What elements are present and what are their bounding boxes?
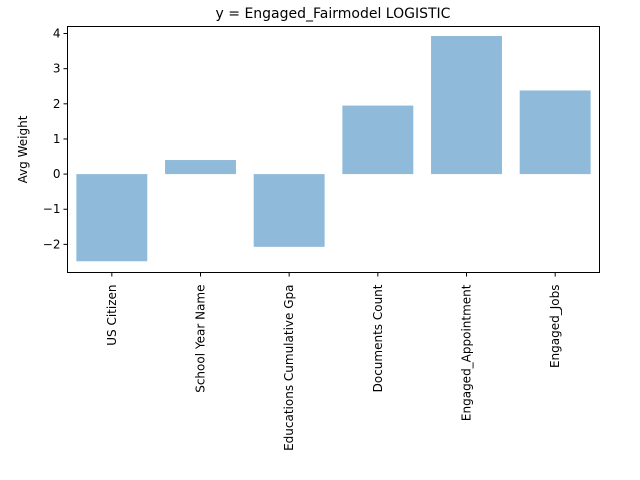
chart-title: y = Engaged_Fairmodel LOGISTIC bbox=[216, 6, 451, 22]
y-tick-label-2: 0 bbox=[53, 167, 61, 181]
bar-1 bbox=[165, 160, 236, 175]
y-axis-label: Avg Weight bbox=[16, 115, 30, 183]
x-tick-label-2: Educations Cumulative Gpa bbox=[282, 285, 296, 451]
bar-0 bbox=[76, 174, 148, 262]
bar-3 bbox=[342, 105, 414, 175]
plot-frame bbox=[67, 26, 600, 273]
y-axis: −2 −1 0 1 2 3 4 bbox=[43, 27, 68, 251]
bar-4 bbox=[431, 35, 502, 175]
bars-group bbox=[76, 35, 591, 262]
y-tick-label-6: 4 bbox=[53, 27, 61, 41]
x-tick-label-0: US Citizen bbox=[105, 285, 119, 346]
x-tick-label-5: Engaged_Jobs bbox=[548, 285, 562, 369]
x-tick-label-4: Engaged_Appointment bbox=[460, 284, 474, 421]
y-tick-label-1: −1 bbox=[43, 202, 61, 216]
x-axis: US Citizen School Year Name Educations Cum… bbox=[105, 272, 562, 451]
bar-5 bbox=[519, 90, 591, 175]
bar-2 bbox=[253, 174, 325, 247]
y-tick-label-3: 1 bbox=[53, 132, 61, 146]
y-tick-label-5: 3 bbox=[53, 62, 61, 76]
x-tick-label-1: School Year Name bbox=[194, 285, 208, 393]
x-tick-label-3: Documents Count bbox=[371, 284, 385, 392]
y-tick-label-4: 2 bbox=[53, 97, 61, 111]
y-tick-label-0: −2 bbox=[43, 237, 61, 251]
